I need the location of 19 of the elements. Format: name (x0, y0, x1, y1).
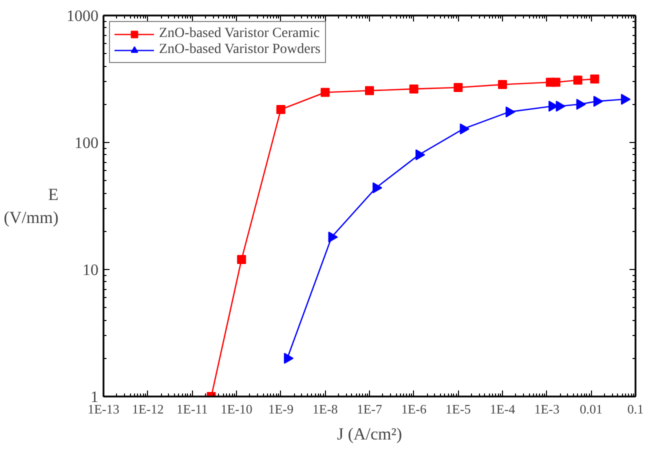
y-tick-label: 1000 (66, 8, 98, 25)
x-tick-label: 1E-6 (401, 402, 427, 416)
y-tick-label: 10 (82, 262, 98, 279)
x-tick-label: 1E-4 (490, 402, 516, 416)
legend-label: ZnO-based Varistor Ceramic (159, 26, 320, 42)
legend-label: ZnO-based Varistor Powders (159, 42, 320, 58)
x-tick-label: 1E-12 (132, 402, 164, 416)
y-tick-label: 100 (74, 135, 98, 152)
x-axis-title: J (A/cm²) (336, 424, 402, 444)
x-tick-label: 0.1 (627, 402, 644, 416)
y-axis-title: E (V/mm) (4, 185, 59, 227)
x-tick-label: 1E-8 (312, 402, 338, 416)
x-tick-label: 1E-11 (176, 402, 208, 416)
x-tick-label: 1E-5 (446, 402, 471, 416)
x-tick-label: 1E-10 (220, 402, 252, 416)
x-tick-label: 1E-3 (534, 402, 560, 416)
x-tick-label: 1E-9 (268, 402, 294, 416)
x-tick-label: 1E-7 (356, 402, 383, 416)
x-tick-label: 0.01 (580, 402, 603, 416)
